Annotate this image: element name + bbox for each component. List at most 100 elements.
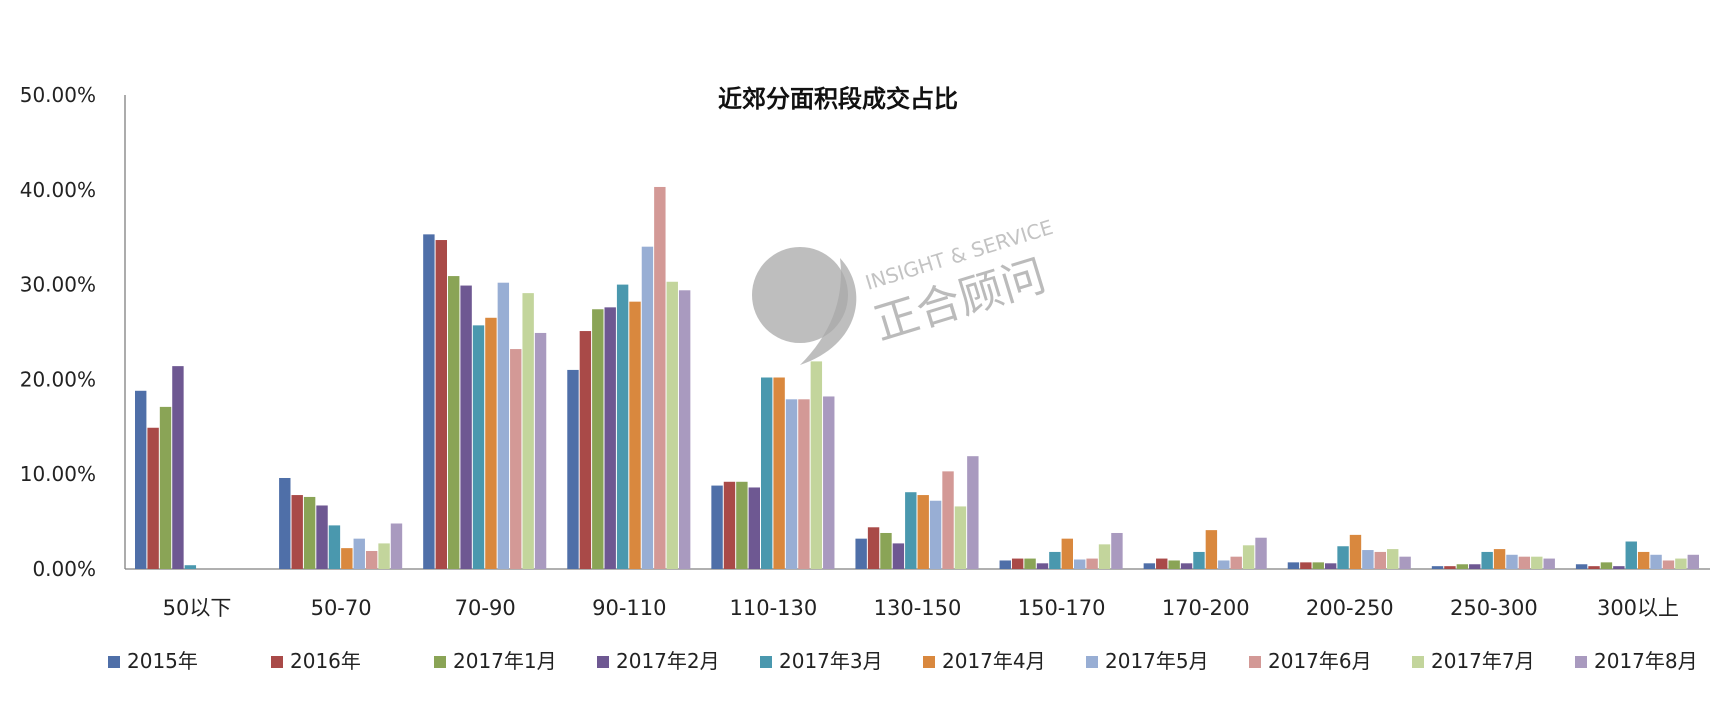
bar (736, 481, 748, 569)
bar (999, 560, 1011, 569)
bar (1637, 551, 1650, 569)
bar (303, 496, 316, 569)
bar (748, 487, 760, 569)
bar (1493, 549, 1506, 569)
bar (892, 543, 905, 569)
bar (390, 523, 403, 569)
bar (378, 543, 390, 569)
bar (823, 396, 835, 569)
bar (761, 377, 773, 569)
legend-label: 2015年 (127, 649, 198, 673)
bar (1687, 554, 1699, 569)
legend-swatch (1086, 656, 1098, 668)
bar (1362, 550, 1374, 569)
bar (1600, 562, 1613, 569)
bar (328, 525, 341, 569)
bar (159, 406, 172, 569)
bar (1588, 566, 1600, 569)
bar (1098, 544, 1111, 569)
legend-label: 2016年 (290, 649, 361, 673)
bar (1431, 566, 1444, 569)
bar (1374, 551, 1386, 569)
legend-swatch (923, 656, 935, 668)
y-tick-label: 20.00% (20, 367, 96, 391)
bar (1111, 532, 1123, 569)
bar (855, 538, 867, 569)
bar (172, 366, 184, 569)
x-tick-label: 90-110 (592, 596, 666, 620)
bar (942, 471, 954, 569)
legend-swatch (271, 656, 283, 668)
legend-label: 2017年3月 (779, 649, 883, 673)
bar (1180, 563, 1193, 569)
legend: 2015年 2016年 2017年1月 2017年2月 2017年3月 2017年4月 20… (108, 649, 1698, 673)
bar (1036, 563, 1049, 569)
bar (1506, 554, 1518, 569)
y-tick-label: 40.00% (20, 178, 96, 202)
bar (1469, 564, 1481, 569)
legend-swatch (597, 656, 609, 668)
watermark: INSIGHT & SERVICE 正合顾问 (752, 215, 1056, 365)
legend-label: 2017年7月 (1431, 649, 1535, 673)
bar (1168, 560, 1180, 569)
bar (1387, 549, 1399, 569)
bar (460, 285, 472, 569)
bar (880, 532, 892, 569)
bar (785, 399, 798, 569)
bar (522, 293, 534, 569)
chart-title: 近郊分面积段成交占比 (718, 85, 958, 113)
bar (1613, 566, 1625, 569)
bar (1024, 558, 1036, 569)
bar (341, 548, 353, 569)
bar (1312, 562, 1324, 569)
x-tick-label: 50-70 (311, 596, 372, 620)
bar (423, 234, 435, 570)
bar (279, 477, 291, 569)
bar (1650, 554, 1662, 569)
bar (1156, 558, 1168, 569)
bar (1324, 563, 1337, 569)
x-tick-label: 110-130 (730, 596, 818, 620)
bar (1193, 551, 1205, 569)
legend-swatch (1575, 656, 1587, 668)
bar (435, 240, 447, 570)
x-tick-label: 150-170 (1018, 596, 1106, 620)
bar (353, 538, 365, 569)
bar (967, 456, 979, 569)
legend-swatch (108, 656, 120, 668)
bar (1456, 564, 1469, 569)
bar (567, 369, 579, 569)
bar (1300, 562, 1312, 569)
bar (485, 317, 497, 569)
bar (1230, 556, 1242, 569)
x-tick-label: 170-200 (1162, 596, 1250, 620)
bar (365, 550, 378, 569)
legend-label: 2017年4月 (942, 649, 1046, 673)
bar (579, 331, 592, 569)
bar (1061, 538, 1073, 569)
y-tick-label: 50.00% (20, 83, 96, 107)
bar (616, 284, 629, 569)
bar (1543, 558, 1555, 569)
x-tick-label: 250-300 (1450, 596, 1538, 620)
x-tick-label: 300以上 (1597, 596, 1679, 620)
bar (510, 349, 522, 569)
x-tick-label: 130-150 (874, 596, 962, 620)
legend-label: 2017年8月 (1594, 649, 1698, 673)
bar (448, 276, 460, 569)
bar (604, 307, 616, 569)
bar (147, 427, 159, 569)
bar (1518, 556, 1531, 569)
bar (798, 399, 810, 569)
bar (773, 377, 785, 569)
bar (1205, 530, 1218, 569)
bar (1143, 563, 1156, 569)
bar (654, 186, 666, 569)
bar (723, 481, 736, 569)
bar (917, 495, 929, 569)
bar (1675, 558, 1687, 569)
bar (135, 390, 147, 569)
bar (592, 309, 604, 569)
bar (1531, 556, 1543, 569)
